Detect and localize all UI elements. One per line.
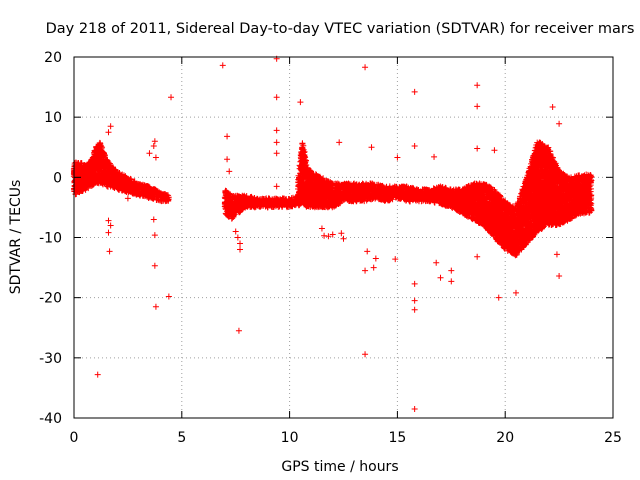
chart-title: Day 218 of 2011, Sidereal Day-to-day VTE…: [46, 21, 635, 37]
data-point: [85, 185, 92, 192]
data-points: [70, 55, 595, 412]
